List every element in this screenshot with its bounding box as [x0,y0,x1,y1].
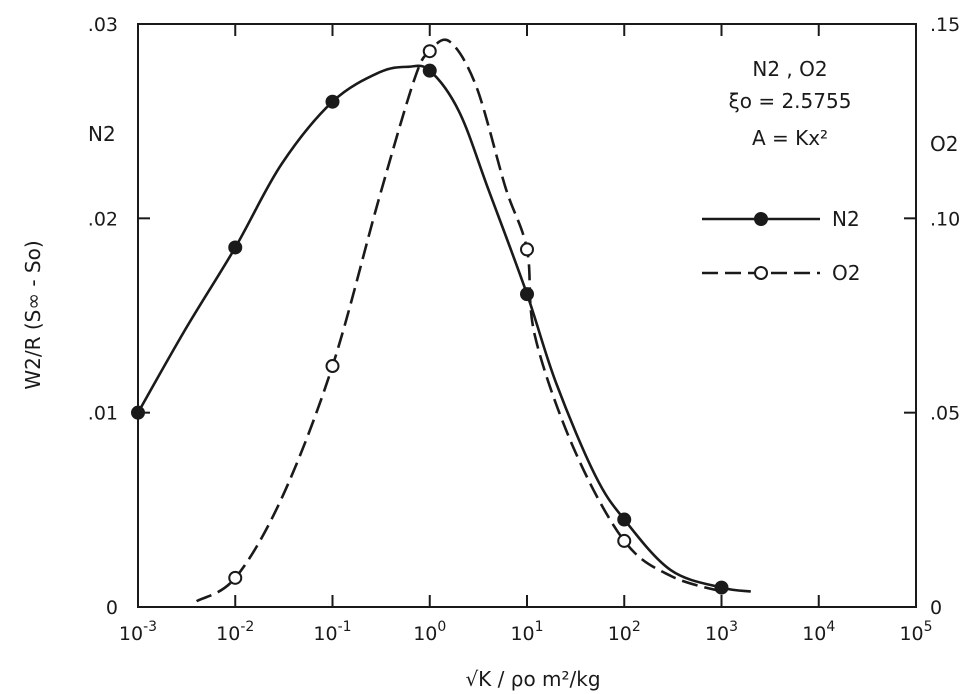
data-point-n2 [228,240,243,255]
x-tick-label: 102 [608,619,641,645]
y-right-tick-label: 0 [930,597,942,619]
x-tick-label: 10-1 [313,619,351,645]
data-point-n2 [520,287,534,302]
x-tick-label: 101 [510,619,543,645]
x-tick-label: 104 [802,619,835,645]
x-tick-label: 103 [705,619,738,645]
y-left-tick-label: 0 [106,597,118,619]
data-point-o2 [325,359,340,374]
series-line-o2 [195,38,722,603]
data-point-n2 [617,512,632,527]
text-layer: W2/R (S∞ - So) N2 O2 √K / ρo m²/kg N2 , … [21,57,958,691]
legend-label-n2: N2 [832,207,860,231]
data-point-n2 [131,405,145,420]
annotation-formula: A = Kx² [752,126,828,150]
series-line-n2 [136,64,751,593]
markers-layer [131,44,729,595]
y-right-tick-label: .15 [930,14,960,36]
y-right-tick-label: .10 [930,208,960,230]
ticks-layer: 10-3 10-2 10-1 100 101 102 103 104 1050.01.02.03… [88,14,960,645]
annotation-gases: N2 , O2 [752,57,827,81]
y-left-tick-label: .02 [88,208,118,230]
data-point-o2 [617,533,632,548]
data-point-o2 [228,570,243,585]
x-tick-label: 100 [413,619,446,645]
y-right-tick-label: .05 [930,403,960,425]
x-tick-label: 10-3 [119,619,157,645]
y-axis-title: W2/R (S∞ - So) [21,240,45,389]
x-tick-label: 10-2 [216,619,254,645]
y-left-tick-label: .03 [88,14,118,36]
right-axis-series-label: O2 [930,132,958,156]
annotation-xi: ξo = 2.5755 [729,89,852,113]
legend-marker-n2 [754,212,768,226]
data-point-n2 [714,580,729,595]
curves-layer [136,38,751,603]
legend-marker-o2 [754,266,768,280]
y-left-tick-label: .01 [88,403,118,425]
x-tick-label: 105 [899,619,932,645]
data-point-o2 [422,44,437,59]
x-axis-title: √K / ρo m²/kg [465,667,600,691]
data-point-n2 [325,94,340,109]
legend-label-o2: O2 [832,261,860,285]
data-point-n2 [422,63,437,78]
left-axis-series-label: N2 [88,122,116,146]
legend: N2 O2 [702,207,860,285]
data-point-o2 [520,242,534,257]
